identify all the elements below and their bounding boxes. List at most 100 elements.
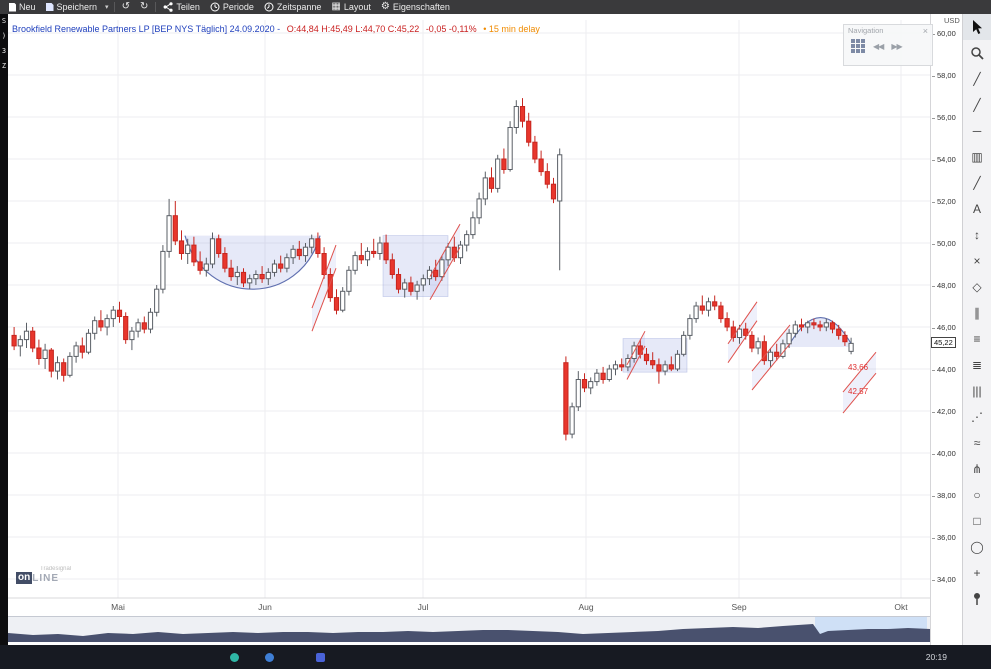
- current-price-badge: 45,22: [931, 337, 956, 349]
- toolbar-separator: [113, 2, 115, 12]
- properties-button[interactable]: ⚙ Eigenschaften: [376, 0, 455, 14]
- layout-grid-icon: ▦: [331, 1, 341, 12]
- vertical-lines-icon[interactable]: |||: [972, 384, 982, 398]
- gear-icon: ⚙: [380, 1, 390, 12]
- price-tick-label: 42,00: [932, 407, 956, 416]
- arc-waves-icon[interactable]: ≈: [973, 436, 981, 450]
- x-axis-label: Okt: [894, 602, 908, 612]
- cursor-icon[interactable]: [963, 14, 991, 40]
- trendline-icon[interactable]: ╱: [973, 72, 981, 86]
- watermark-brand-small: Tradesignal: [40, 566, 72, 572]
- timespan-label: Zeitspanne: [276, 2, 322, 12]
- price-tick-label: 54,00: [932, 155, 956, 164]
- timespan-button[interactable]: Zeitspanne: [259, 0, 327, 14]
- nav-forward-button[interactable]: ▶▶: [891, 41, 902, 51]
- zoom-icon[interactable]: [963, 40, 991, 66]
- background-window-char: ): [1, 32, 7, 40]
- price-target-label: 42,57: [848, 387, 869, 396]
- measure-icon[interactable]: ↕: [974, 228, 980, 242]
- ohlc-values: O:44,84 H:45,49 L:44,70 C:45,22: [286, 24, 420, 34]
- save-dropdown-caret[interactable]: ▾: [105, 4, 109, 11]
- new-chart-button[interactable]: Neu: [4, 0, 41, 14]
- price-tick-label: 56,00: [932, 113, 956, 122]
- taskbar-app-icon-2[interactable]: [265, 652, 274, 662]
- change-values: -0,05 -0,11%: [425, 24, 477, 34]
- delay-note: • 15 min delay: [483, 24, 540, 34]
- clock-icon: [264, 2, 274, 12]
- period-label: Periode: [222, 2, 254, 12]
- horizontal-line-icon[interactable]: ─: [972, 124, 982, 138]
- x-axis-label: Jun: [258, 602, 272, 612]
- period-button[interactable]: Periode: [205, 0, 259, 14]
- clock-icon: [210, 2, 220, 12]
- save-label: Speichern: [56, 2, 98, 12]
- x-axis-label: Aug: [578, 602, 594, 612]
- price-bars-icon[interactable]: ▥: [971, 150, 983, 164]
- nav-back-button[interactable]: ◀◀: [873, 41, 884, 51]
- undo-button[interactable]: ↺: [121, 1, 130, 12]
- text-tool-icon[interactable]: A: [972, 202, 981, 216]
- crosshair-icon[interactable]: +: [973, 566, 981, 580]
- navigation-panel: Navigation × ◀◀ ▶▶: [843, 24, 933, 66]
- fibonacci-icon[interactable]: ≣: [971, 358, 983, 372]
- fan-lines-icon[interactable]: ⋰: [971, 410, 983, 424]
- save-button[interactable]: Speichern: [41, 0, 103, 14]
- tradesignal-watermark: Tradesignal on LINE: [16, 566, 71, 584]
- x-axis: Mai Jun Jul Aug Sep Okt: [8, 602, 930, 616]
- watermark-logo-line: LINE: [32, 572, 59, 584]
- taskbar-app-icon-1[interactable]: [230, 652, 239, 662]
- navigator-overview[interactable]: [8, 616, 930, 642]
- price-tick-label: 58,00: [932, 71, 956, 80]
- properties-label: Eigenschaften: [392, 2, 450, 12]
- new-chart-label: Neu: [19, 2, 36, 12]
- taskbar-app-icon-3[interactable]: [316, 652, 325, 662]
- chart-panel: Brookfield Renewable Partners LP [BEP NY…: [8, 14, 962, 645]
- price-tick-label: 38,00: [932, 491, 956, 500]
- x-axis-label: Mai: [111, 602, 125, 612]
- instrument-title[interactable]: Brookfield Renewable Partners LP [BEP NY…: [12, 24, 281, 34]
- main-area: S) 3 Z Brookfield Renewable Partners LP [B…: [0, 14, 991, 645]
- candlestick-chart[interactable]: 43,66 42,57: [8, 14, 930, 614]
- taskbar-clock: 20:19: [925, 652, 947, 662]
- share-icon: [163, 2, 173, 12]
- price-tick-label: 50,00: [932, 239, 956, 248]
- redo-button[interactable]: ↻: [139, 1, 149, 12]
- ray-icon[interactable]: ╱: [973, 98, 981, 112]
- price-tick-label: 48,00: [932, 281, 956, 290]
- price-target-label: 43,66: [848, 363, 869, 372]
- os-taskbar: 20:19: [0, 645, 991, 669]
- price-tick-label: 52,00: [932, 197, 956, 206]
- share-button[interactable]: Teilen: [158, 0, 205, 14]
- background-window-char: 3: [1, 47, 7, 55]
- pin-icon[interactable]: [963, 586, 991, 612]
- grid-view-icon[interactable]: [851, 39, 865, 53]
- price-tick-label: 34,00: [932, 575, 956, 584]
- pitchfork-icon[interactable]: ⋔: [971, 462, 983, 476]
- polygon-icon[interactable]: ◇: [972, 280, 982, 294]
- price-tick-label: 44,00: [932, 365, 956, 374]
- background-window-edge: S) 3 Z: [0, 14, 8, 645]
- price-tick-label: 60,00: [932, 29, 956, 38]
- price-tick-label: 36,00: [932, 533, 956, 542]
- price-tick-label: 46,00: [932, 323, 956, 332]
- x-axis-label: Sep: [731, 602, 747, 612]
- price-tick-label: 40,00: [932, 449, 956, 458]
- currency-label: USD: [944, 16, 960, 25]
- rectangle-icon[interactable]: □: [973, 514, 981, 528]
- percent-retracement-icon[interactable]: ×: [973, 254, 981, 268]
- extended-line-icon[interactable]: ╱: [973, 176, 981, 190]
- share-label: Teilen: [176, 2, 200, 12]
- price-axis[interactable]: USD 45,22 60,00 58,00 56,00 54,00 52,00 50,00…: [930, 14, 962, 645]
- close-icon[interactable]: ×: [922, 25, 928, 36]
- x-axis-label: Jul: [417, 602, 429, 612]
- background-window-char: S: [1, 17, 7, 25]
- background-window-char: Z: [1, 62, 7, 70]
- ellipse-icon[interactable]: ◯: [970, 540, 984, 554]
- parallel-lines-icon[interactable]: ≡: [973, 332, 981, 346]
- trend-channel-icon[interactable]: ∥: [974, 306, 980, 320]
- watermark-logo-on: on: [16, 572, 33, 584]
- layout-button[interactable]: ▦ Layout: [326, 0, 375, 14]
- circle-icon[interactable]: ○: [973, 488, 981, 502]
- top-toolbar: Neu Speichern ▾ ↺ ↻ Teilen Periode: [0, 0, 991, 14]
